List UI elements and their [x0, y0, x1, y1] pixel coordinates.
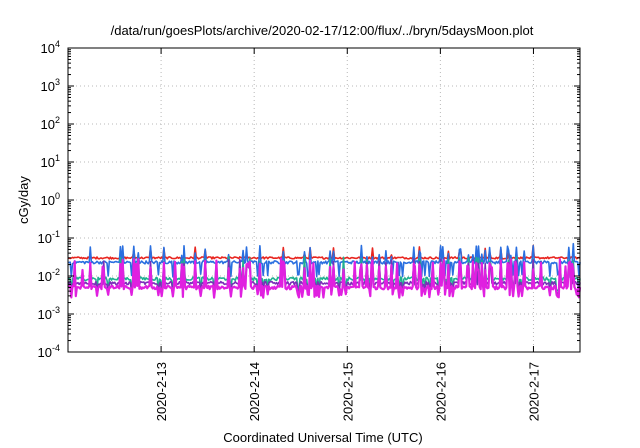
axes: 10-4 10-3 10-2 10-1 100 101 102 103 104 2020-2-13… [38, 39, 581, 421]
y-tick-label: 104 [41, 39, 60, 56]
y-tick-label: 102 [41, 115, 60, 132]
y-tick-label: 10-3 [38, 305, 60, 322]
y-tick-label: 10-1 [38, 229, 60, 246]
x-tick-label: 2020-2-14 [247, 362, 262, 421]
plot-frame [67, 47, 581, 353]
y-axis-label: cGy/day [16, 176, 31, 224]
chart-title: /data/run/goesPlots/archive/2020-02-17/1… [111, 23, 534, 38]
series-line-1 [67, 244, 581, 260]
x-tick-label: 2020-2-15 [340, 362, 355, 421]
y-tick-label: 103 [41, 77, 60, 94]
x-tick-label: 2020-2-17 [526, 362, 541, 421]
series-line-3 [67, 256, 581, 293]
y-tick-label: 101 [41, 153, 60, 170]
series-group [67, 242, 582, 299]
y-tick-label: 10-2 [38, 267, 60, 284]
grid-lines [68, 48, 580, 352]
y-tick-label: 10-4 [38, 343, 60, 360]
series-line-2 [67, 242, 581, 278]
x-tick-label: 2020-2-13 [154, 362, 169, 421]
x-axis-label: Coordinated Universal Time (UTC) [223, 430, 422, 445]
series-line-5 [67, 257, 582, 299]
x-tick-label: 2020-2-16 [433, 362, 448, 421]
y-tick-label: 100 [41, 191, 60, 208]
series-line-4 [67, 258, 581, 296]
